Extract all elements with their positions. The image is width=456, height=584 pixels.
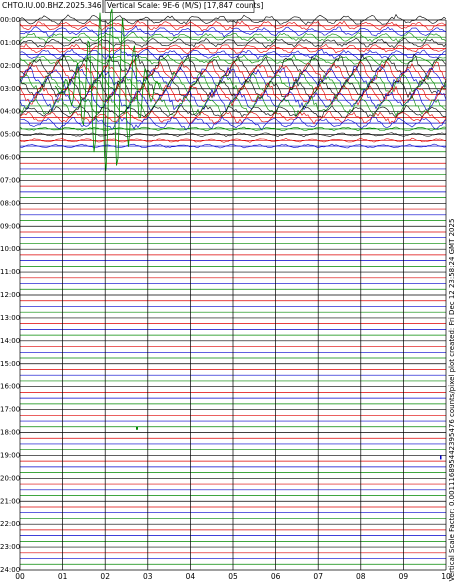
- x-label: 01: [58, 572, 68, 581]
- y-label: 12:00: [0, 291, 20, 299]
- x-label: 09: [399, 572, 409, 581]
- y-label: 03:00: [0, 85, 20, 93]
- y-label: 24:00: [0, 566, 20, 574]
- side-note: Vertical Scale Factor: 0.001116895442395…: [448, 219, 456, 582]
- waveform: [19, 126, 447, 132]
- y-label: 18:00: [0, 429, 20, 437]
- waveform: [19, 43, 447, 54]
- waveform: [19, 143, 447, 149]
- x-label: 10: [441, 572, 451, 581]
- scale-text: Vertical Scale: 9E-6 (M/S) [17,847 count…: [107, 1, 264, 10]
- waveform: [19, 93, 447, 118]
- y-label: 23:00: [0, 543, 20, 551]
- y-label: 22:00: [0, 520, 20, 528]
- scale-box: [104, 0, 255, 13]
- x-label: 03: [143, 572, 153, 581]
- waveform: [19, 110, 447, 125]
- station-title: CHTO.IU.00.BHZ.2025.346: [2, 1, 102, 10]
- waveform: [54, 8, 161, 171]
- waveform: [19, 104, 447, 119]
- y-label: 21:00: [0, 497, 20, 505]
- y-label: 08:00: [0, 199, 20, 207]
- y-label: 16:00: [0, 383, 20, 391]
- x-label: 07: [313, 572, 323, 581]
- blip: [440, 455, 442, 460]
- waveform: [19, 13, 447, 26]
- waveform: [19, 48, 447, 61]
- x-label: 06: [271, 572, 281, 581]
- waveform: [19, 116, 447, 131]
- x-label: 00: [15, 572, 25, 581]
- y-label: 14:00: [0, 337, 20, 345]
- y-label: 06:00: [0, 154, 20, 162]
- x-label: 08: [356, 572, 366, 581]
- waveform: [19, 132, 447, 138]
- x-label: 05: [228, 572, 238, 581]
- y-label: 15:00: [0, 360, 20, 368]
- y-label: 04:00: [0, 108, 20, 116]
- y-label: 01:00: [0, 39, 20, 47]
- y-label: 19:00: [0, 451, 20, 459]
- waveform: [19, 20, 447, 32]
- waveform: [19, 25, 447, 38]
- waveform: [19, 53, 447, 79]
- y-label: 00:00: [0, 16, 20, 24]
- waveform: [19, 137, 447, 143]
- x-label: 02: [100, 572, 110, 581]
- y-label: 13:00: [0, 314, 20, 322]
- waveform: [19, 54, 447, 66]
- blip: [136, 426, 138, 430]
- y-label: 20:00: [0, 474, 20, 482]
- y-label: 10:00: [0, 245, 20, 253]
- y-label: 05:00: [0, 131, 20, 139]
- y-label: 11:00: [0, 268, 20, 276]
- y-label: 07:00: [0, 176, 20, 184]
- y-label: 17:00: [0, 406, 20, 414]
- x-label: 04: [186, 572, 196, 581]
- waveform: [19, 37, 447, 49]
- y-label: 09:00: [0, 222, 20, 230]
- y-label: 02:00: [0, 62, 20, 70]
- waveform: [19, 32, 447, 44]
